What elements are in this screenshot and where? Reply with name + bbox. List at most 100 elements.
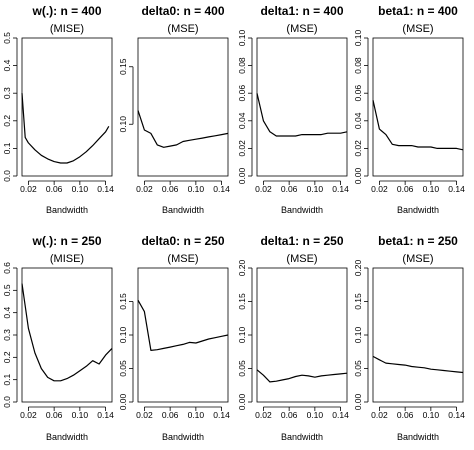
y-tick-label: 0.15 [353, 293, 363, 310]
plot-frame [21, 267, 113, 403]
chart-title: delta1: n = 250 [260, 234, 343, 248]
y-tick-label: 0.0 [2, 396, 12, 408]
y-tick-label: 0.00 [118, 393, 128, 410]
x-tick-label: 0.06 [162, 410, 179, 420]
x-tick-label: 0.14 [332, 410, 349, 420]
y-tick-label: 0.5 [2, 284, 12, 296]
chart-panel: delta0: n = 400 (MSE) 0.02 0.06 0.10 0.14 0.10… [118, 4, 230, 215]
chart-panel: w(.): n = 400 (MISE) 0.02 0.06 0.10 0.14 0.0 0.… [2, 4, 114, 215]
y-tick-label: 0.00 [353, 393, 363, 410]
y-tick-label: 0.04 [237, 112, 247, 129]
chart-title: delta0: n = 250 [141, 234, 224, 248]
x-tick-label: 0.10 [423, 410, 440, 420]
chart-subtitle: (MSE) [402, 23, 433, 35]
x-tick-label: 0.02 [136, 410, 153, 420]
chart-subtitle: (MSE) [167, 253, 198, 265]
chart-title: w(.): n = 400 [31, 4, 101, 18]
x-tick-label: 0.02 [136, 184, 153, 194]
x-tick-label: 0.06 [162, 184, 179, 194]
plot-frame [137, 37, 229, 177]
y-tick-label: 0.20 [237, 259, 247, 276]
x-tick-label: 0.06 [46, 410, 63, 420]
chart-panel: delta1: n = 250 (MSE) 0.02 0.06 0.10 0.14 0.00… [237, 234, 349, 442]
x-axis-label: Bandwidth [46, 205, 88, 215]
chart-subtitle: (MSE) [402, 253, 433, 265]
series-line [137, 110, 229, 148]
y-tick-label: 0.05 [353, 360, 363, 377]
series-line [372, 355, 464, 374]
x-tick-label: 0.02 [255, 184, 272, 194]
y-tick-label: 0.10 [237, 29, 247, 46]
y-tick-label: 0.15 [118, 58, 128, 75]
y-tick-label: 0.06 [237, 85, 247, 102]
y-tick-label: 0.06 [353, 85, 363, 102]
series-line [256, 369, 348, 383]
chart-panel: beta1: n = 400 (MSE) 0.02 0.06 0.10 0.14 0.00 0… [353, 4, 465, 215]
x-tick-label: 0.02 [255, 410, 272, 420]
y-tick-label: 0.0 [2, 170, 12, 182]
y-tick-label: 0.04 [353, 112, 363, 129]
x-tick-label: 0.14 [213, 184, 230, 194]
chart-panel: beta1: n = 250 (MSE) 0.02 0.06 0.10 0.14 0.00 0… [353, 234, 465, 442]
y-tick-label: 0.10 [353, 326, 363, 343]
y-tick-label: 0.20 [353, 259, 363, 276]
chart-title: delta0: n = 400 [141, 4, 224, 18]
chart-title: w(.): n = 250 [31, 234, 101, 248]
y-tick-label: 0.10 [353, 29, 363, 46]
x-tick-label: 0.10 [188, 184, 205, 194]
series-line [256, 93, 348, 137]
y-tick-label: 0.6 [2, 262, 12, 274]
x-axis-label: Bandwidth [46, 432, 88, 442]
series-line [21, 93, 110, 164]
chart-subtitle: (MISE) [50, 23, 84, 35]
y-tick-label: 0.4 [2, 59, 12, 71]
chart-title: beta1: n = 250 [378, 234, 458, 248]
y-tick-label: 0.1 [2, 142, 12, 154]
y-tick-label: 0.3 [2, 87, 12, 99]
y-tick-label: 0.3 [2, 329, 12, 341]
y-tick-label: 0.02 [353, 140, 363, 157]
y-tick-label: 0.2 [2, 115, 12, 127]
y-tick-label: 0.10 [118, 116, 128, 133]
x-tick-label: 0.10 [423, 184, 440, 194]
y-tick-label: 0.05 [118, 360, 128, 377]
x-tick-label: 0.02 [20, 184, 37, 194]
x-tick-label: 0.14 [332, 184, 349, 194]
x-axis-label: Bandwidth [162, 205, 204, 215]
x-tick-label: 0.06 [397, 184, 414, 194]
x-tick-label: 0.06 [281, 184, 298, 194]
x-tick-label: 0.02 [20, 410, 37, 420]
x-tick-label: 0.02 [371, 410, 388, 420]
chart-subtitle: (MSE) [286, 253, 317, 265]
y-tick-label: 0.15 [237, 293, 247, 310]
x-axis-label: Bandwidth [281, 432, 323, 442]
x-tick-label: 0.14 [97, 184, 114, 194]
x-tick-label: 0.14 [213, 410, 230, 420]
x-tick-label: 0.14 [97, 410, 114, 420]
plot-frame [137, 267, 229, 403]
y-tick-label: 0.4 [2, 306, 12, 318]
plot-frame [256, 267, 348, 403]
chart-title: beta1: n = 400 [378, 4, 458, 18]
x-axis-label: Bandwidth [397, 432, 439, 442]
x-tick-label: 0.10 [72, 184, 89, 194]
y-tick-label: 0.15 [118, 293, 128, 310]
y-tick-label: 0.00 [237, 167, 247, 184]
y-tick-label: 0.05 [237, 360, 247, 377]
y-tick-label: 0.02 [237, 140, 247, 157]
chart-subtitle: (MSE) [167, 23, 198, 35]
y-tick-label: 0.00 [353, 167, 363, 184]
plot-frame [21, 37, 113, 177]
plot-frame [256, 37, 348, 177]
y-tick-label: 0.08 [353, 57, 363, 74]
x-axis-label: Bandwidth [397, 205, 439, 215]
series-line [137, 299, 229, 351]
series-line [372, 99, 464, 151]
x-tick-label: 0.10 [307, 184, 324, 194]
y-tick-label: 0.10 [237, 326, 247, 343]
x-axis-label: Bandwidth [281, 205, 323, 215]
chart-title: delta1: n = 400 [260, 4, 343, 18]
chart-panel: delta0: n = 250 (MSE) 0.02 0.06 0.10 0.14 0.00… [118, 234, 230, 442]
y-tick-label: 0.10 [118, 326, 128, 343]
x-tick-label: 0.10 [188, 410, 205, 420]
